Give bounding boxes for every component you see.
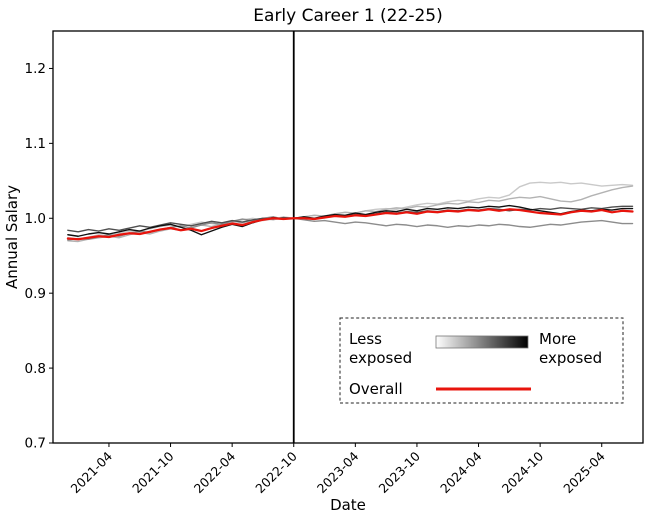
legend-less-label-line1: Less bbox=[349, 330, 382, 348]
legend: Less exposed More exposed Overall bbox=[339, 317, 624, 404]
x-tick-label: 2023-10 bbox=[376, 448, 424, 496]
series-exposure-quintile-2 bbox=[67, 185, 634, 243]
y-axis-label: Annual Salary bbox=[3, 185, 21, 289]
x-tick-label: 2021-10 bbox=[129, 448, 177, 496]
x-tick-label: 2022-10 bbox=[252, 448, 300, 496]
series-overall bbox=[66, 208, 634, 241]
x-tick-label: 2025-04 bbox=[560, 448, 608, 496]
y-tick-label: 1.0 bbox=[25, 211, 46, 227]
plot-area: 0.7 0.8 0.9 1.0 1.1 1.2 2021-04 2021-10 2022-04 2… bbox=[25, 30, 644, 496]
x-axis-label: Date bbox=[330, 496, 366, 514]
y-tick-label: 1.1 bbox=[25, 136, 46, 152]
y-tick-label: 1.2 bbox=[25, 61, 46, 77]
axes-spines bbox=[52, 30, 644, 444]
x-tick-label: 2022-04 bbox=[191, 448, 239, 496]
legend-exposure-gradient-bar bbox=[435, 335, 529, 349]
x-tick-label: 2024-04 bbox=[437, 448, 485, 496]
legend-overall-label: Overall bbox=[349, 380, 403, 398]
legend-more-label-line2: exposed bbox=[539, 349, 602, 367]
y-tick-label: 0.8 bbox=[25, 361, 46, 377]
y-tick-label: 0.7 bbox=[25, 436, 46, 452]
x-tick-label: 2024-10 bbox=[499, 448, 547, 496]
series-exposure-quintile-5-most-exposed bbox=[67, 204, 634, 237]
legend-less-label-line2: exposed bbox=[349, 349, 412, 367]
x-tick-label: 2023-04 bbox=[314, 448, 362, 496]
chart-title: Early Career 1 (22-25) bbox=[253, 6, 442, 26]
y-tick-label: 0.9 bbox=[25, 286, 46, 302]
x-tick-label: 2021-04 bbox=[68, 448, 116, 496]
legend-more-label-line1: More bbox=[539, 330, 576, 348]
